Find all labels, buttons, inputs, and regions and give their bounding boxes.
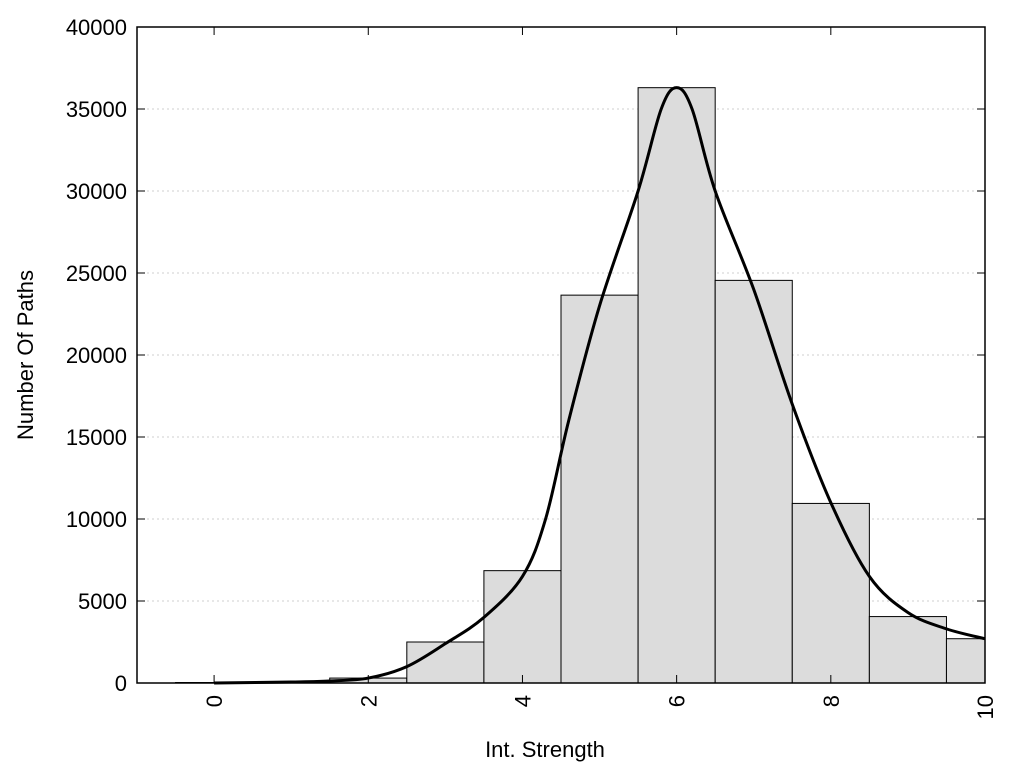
x-tick-label: 6 bbox=[665, 695, 690, 707]
density-curve bbox=[214, 86, 986, 685]
x-axis-label: Int. Strength bbox=[485, 737, 605, 762]
x-tick-label: 8 bbox=[819, 695, 844, 707]
x-tick-label: 0 bbox=[202, 695, 227, 707]
x-tick-label: 10 bbox=[973, 695, 998, 719]
y-tick-label: 30000 bbox=[66, 179, 127, 204]
density-curve-group bbox=[214, 86, 986, 685]
y-axis-ticks: 0 5000 10000 15000 20000 25000 30000 35000 40000 bbox=[66, 15, 985, 696]
y-axis-label: Number Of Paths bbox=[13, 270, 38, 440]
x-axis-ticks: 0 2 4 6 8 10 bbox=[202, 27, 998, 719]
y-tick-label: 10000 bbox=[66, 507, 127, 532]
histogram-bars bbox=[175, 87, 986, 684]
y-tick-label: 40000 bbox=[66, 15, 127, 40]
histogram-bar bbox=[637, 87, 716, 684]
histogram-bar bbox=[791, 502, 870, 684]
y-tick-label: 35000 bbox=[66, 97, 127, 122]
y-tick-label: 20000 bbox=[66, 343, 127, 368]
y-tick-label: 0 bbox=[115, 671, 127, 696]
y-tick-label: 5000 bbox=[78, 589, 127, 614]
y-tick-label: 25000 bbox=[66, 261, 127, 286]
y-tick-label: 15000 bbox=[66, 425, 127, 450]
x-tick-label: 2 bbox=[356, 695, 381, 707]
histogram-bar bbox=[406, 641, 485, 684]
histogram-bar bbox=[714, 279, 793, 684]
histogram-bar bbox=[483, 570, 562, 684]
histogram-bar bbox=[945, 638, 986, 684]
histogram-bar bbox=[560, 294, 639, 684]
x-tick-label: 4 bbox=[510, 695, 535, 707]
